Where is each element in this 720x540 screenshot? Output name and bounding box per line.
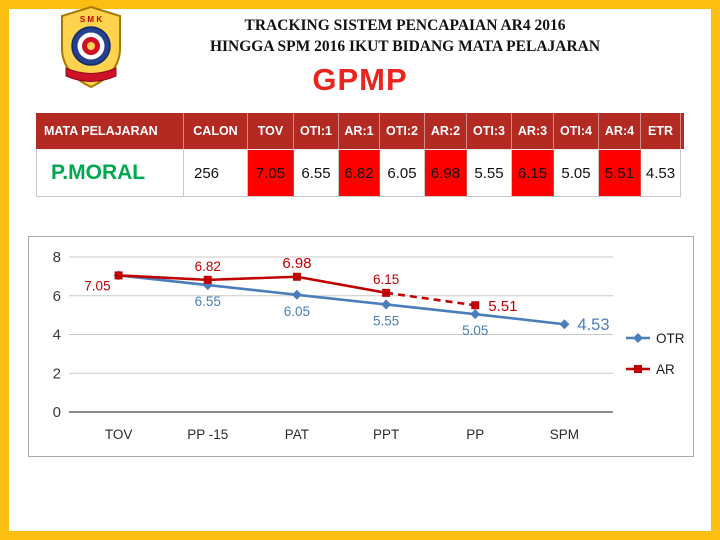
line-chart-canvas: 0 2 4 6 8 TOV PP -15 PAT PPT PP SPM 6.55 6.05 5.55 5.0… (53, 249, 685, 442)
svg-text:6.98: 6.98 (282, 255, 311, 272)
svg-text:6: 6 (53, 288, 61, 305)
svg-text:PP -15: PP -15 (187, 427, 228, 442)
table-header-row: MATA PELAJARAN CALON TOV OTI:1 AR:1 OTI:… (36, 113, 684, 149)
svg-text:SPM: SPM (550, 427, 579, 442)
value-cell-ar3: 6.15 (512, 149, 554, 197)
svg-text:AR: AR (656, 362, 675, 377)
subject-cell: P.MORAL (36, 149, 184, 197)
svg-text:4.53: 4.53 (577, 316, 609, 334)
slide-title: TRACKING SISTEM PENCAPAIAN AR4 2016 HING… (120, 15, 690, 57)
col-header-ar3: AR:3 (512, 113, 554, 149)
school-crest-icon: S M K (61, 5, 121, 89)
col-header-ar2: AR:2 (425, 113, 467, 149)
col-header-ar4: AR:4 (599, 113, 641, 149)
value-cell-oti1: 6.55 (294, 149, 339, 197)
subtitle-gpmp: GPMP (312, 62, 408, 97)
svg-text:4: 4 (53, 327, 61, 344)
svg-text:6.15: 6.15 (373, 272, 399, 287)
svg-text:PAT: PAT (285, 427, 309, 442)
svg-text:PPT: PPT (373, 427, 399, 442)
value-cell-ar1: 6.82 (339, 149, 380, 197)
col-header-mata-pelajaran: MATA PELAJARAN (36, 113, 184, 149)
value-cell-ar2: 6.98 (425, 149, 467, 197)
subject-data-table: MATA PELAJARAN CALON TOV OTI:1 AR:1 OTI:… (36, 113, 684, 197)
svg-text:OTR: OTR (656, 331, 685, 346)
value-cell-oti2: 6.05 (380, 149, 425, 197)
value-cell-etr: 4.53 (641, 149, 681, 197)
svg-text:PP: PP (466, 427, 484, 442)
value-cell-tov: 7.05 (248, 149, 294, 197)
col-header-oti3: OTI:3 (467, 113, 512, 149)
col-header-oti4: OTI:4 (554, 113, 599, 149)
table-data-row: P.MORAL 256 7.05 6.55 6.82 6.05 6.98 5.5… (36, 149, 684, 197)
svg-text:6.82: 6.82 (195, 259, 221, 274)
svg-text:6.05: 6.05 (284, 304, 310, 319)
value-cell-oti4: 5.05 (554, 149, 599, 197)
svg-text:6.55: 6.55 (195, 294, 221, 309)
calon-cell: 256 (184, 149, 248, 197)
logo-banner-text: S M K (80, 15, 102, 24)
svg-text:5.51: 5.51 (488, 298, 517, 315)
svg-text:8: 8 (53, 249, 61, 266)
svg-text:7.05: 7.05 (84, 278, 110, 293)
col-header-oti2: OTI:2 (380, 113, 425, 149)
svg-text:TOV: TOV (105, 427, 133, 442)
gpmp-line-chart: 0 2 4 6 8 TOV PP -15 PAT PPT PP SPM 6.55 6.05 5.55 5.0… (28, 236, 694, 457)
title-line-1: TRACKING SISTEM PENCAPAIAN AR4 2016 (244, 17, 566, 34)
svg-text:5.55: 5.55 (373, 313, 399, 328)
value-cell-oti3: 5.55 (467, 149, 512, 197)
school-crest-logo: S M K (54, 4, 128, 90)
value-cell-ar4: 5.51 (599, 149, 641, 197)
col-header-tov: TOV (248, 113, 294, 149)
svg-text:2: 2 (53, 365, 61, 382)
col-header-etr: ETR (641, 113, 681, 149)
svg-text:0: 0 (53, 404, 61, 421)
col-header-calon: CALON (184, 113, 248, 149)
title-line-2: HINGGA SPM 2016 IKUT BIDANG MATA PELAJAR… (209, 38, 601, 55)
col-header-ar1: AR:1 (339, 113, 380, 149)
col-header-oti1: OTI:1 (294, 113, 339, 149)
svg-text:5.05: 5.05 (462, 323, 488, 338)
